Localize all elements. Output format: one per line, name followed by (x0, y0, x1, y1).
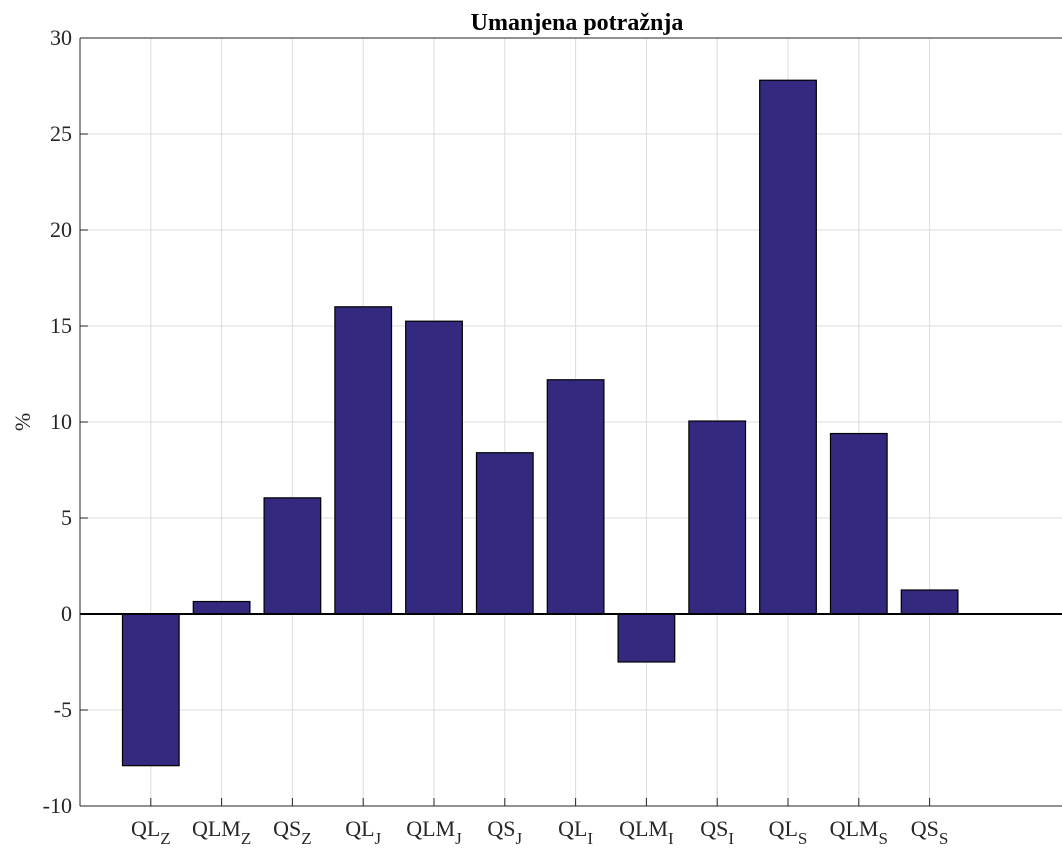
x-tick-label-text: QLM (406, 816, 455, 841)
x-tick-label-subscript: J (375, 829, 382, 848)
x-tick-label-text: QL (769, 816, 798, 841)
x-tick-label: QSZ (273, 816, 312, 848)
x-tick-label-subscript: S (879, 829, 888, 848)
bar (192, 600, 251, 615)
y-tick-label: 0 (61, 601, 72, 626)
x-tick-label: QLJ (345, 816, 381, 848)
y-tick-label: 15 (50, 313, 72, 338)
bar (475, 452, 534, 615)
bar (263, 497, 322, 615)
x-tick-label-subscript: S (939, 829, 948, 848)
bar (829, 432, 888, 615)
x-tick-label-subscript: J (516, 829, 523, 848)
y-axis-label: % (10, 413, 35, 431)
x-tick-label-text: QS (700, 816, 728, 841)
x-tick-label: QLMI (619, 816, 674, 848)
x-tick-label-text: QS (487, 816, 515, 841)
x-tick-label: QSJ (487, 816, 522, 848)
x-tick-label: QLZ (131, 816, 171, 848)
x-tick-label-subscript: Z (160, 829, 170, 848)
y-tick-label: -5 (54, 697, 72, 722)
chart-title: Umanjena potražnja (471, 10, 684, 36)
bar (688, 420, 747, 615)
y-tick-label: 25 (50, 121, 72, 146)
x-tick-label: QLMJ (406, 816, 462, 848)
bar (546, 379, 605, 615)
bar (405, 320, 463, 615)
bar (759, 79, 817, 615)
x-tick-label-subscript: I (728, 829, 734, 848)
bar (334, 306, 393, 615)
x-tick-label-text: QL (131, 816, 160, 841)
y-tick-label: 30 (50, 25, 72, 50)
x-tick-label-text: QLM (192, 816, 241, 841)
x-tick-label-text: QL (345, 816, 374, 841)
x-tick-label-subscript: J (455, 829, 462, 848)
x-tick-label-subscript: S (798, 829, 807, 848)
x-tick-label-text: QLM (830, 816, 879, 841)
y-tick-label: 10 (50, 409, 72, 434)
x-tick-label: QLMS (830, 816, 888, 848)
x-tick-label: QLS (769, 816, 808, 848)
x-tick-label-text: QS (911, 816, 939, 841)
bar (121, 613, 180, 767)
x-tick-label-text: QL (558, 816, 587, 841)
x-tick-label-text: QS (273, 816, 301, 841)
x-tick-label: QSS (911, 816, 949, 848)
x-tick-label-subscript: I (587, 829, 593, 848)
x-tick-label: QLMZ (192, 816, 251, 848)
bar (900, 589, 959, 615)
y-tick-label: 20 (50, 217, 72, 242)
x-tick-label-subscript: I (668, 829, 674, 848)
x-tick-label: QSI (700, 816, 734, 848)
y-tick-label: 5 (61, 505, 72, 530)
x-tick-label-text: QLM (619, 816, 668, 841)
x-tick-label: QLI (558, 816, 593, 848)
x-tick-label-subscript: Z (241, 829, 251, 848)
y-tick-label: -10 (43, 793, 72, 818)
x-tick-label-subscript: Z (301, 829, 311, 848)
bar (617, 613, 676, 663)
